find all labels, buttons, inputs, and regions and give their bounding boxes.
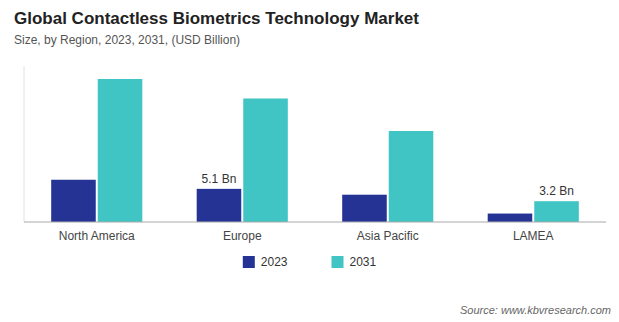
bar [342, 195, 387, 222]
bars [51, 79, 579, 222]
chart: Global Contactless Biometrics Technology… [0, 0, 619, 322]
title: Global Contactless Biometrics Technology… [14, 9, 419, 28]
x-axis-line [24, 222, 606, 223]
legend: 2023 2031 [243, 255, 377, 269]
source: Source: www.kbvresearch.com [460, 304, 611, 316]
bar [534, 201, 579, 222]
subtitle: Size, by Region, 2023, 2031, (USD Billio… [14, 33, 240, 47]
bar [51, 180, 96, 222]
bar [243, 99, 288, 223]
x-tick-label: Europe [223, 229, 262, 243]
legend-swatch [332, 256, 344, 268]
legend-label: 2031 [350, 255, 377, 269]
x-tick-label: Asia Pacific [357, 229, 419, 243]
bar [98, 79, 143, 222]
legend-swatch [243, 256, 255, 268]
legend-label: 2023 [261, 255, 288, 269]
y-axis-line [24, 66, 25, 222]
bar [389, 131, 434, 222]
annotation: 5.1 Bn [202, 172, 237, 186]
bar [197, 189, 242, 222]
x-tick-label: North America [59, 229, 135, 243]
bar [488, 214, 533, 222]
x-tick-label: LAMEA [513, 229, 554, 243]
annotation: 3.2 Bn [539, 184, 574, 198]
